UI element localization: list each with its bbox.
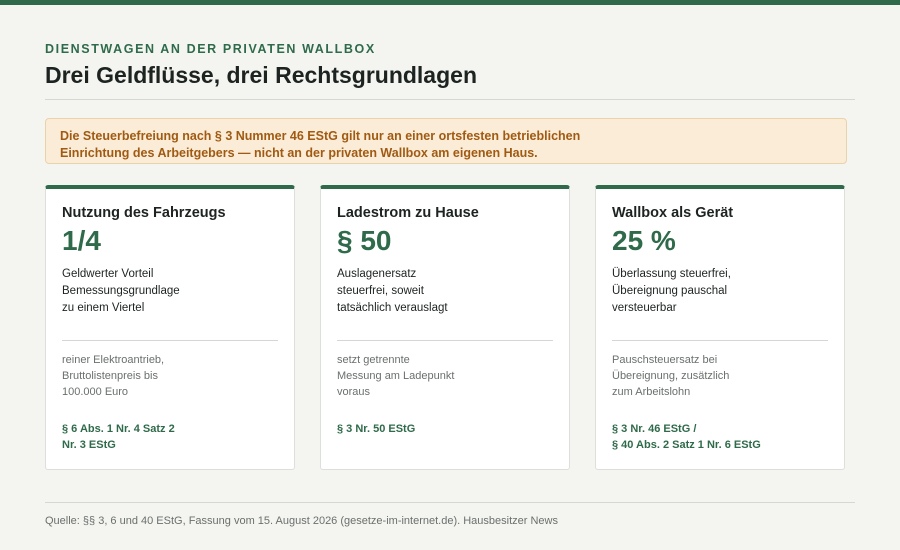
card-ladestrom: Ladestrom zu Hause § 50 Auslagenersatz s… [320, 185, 570, 470]
card-law-line: § 3 Nr. 46 EStG / [612, 423, 697, 435]
page-title: Drei Geldflüsse, drei Rechtsgrundlagen [45, 62, 477, 88]
card-note-line: 100.000 Euro [62, 386, 129, 398]
card-note: Pauschsteuersatz bei Übereignung, zusätz… [612, 352, 827, 400]
notice-text: Die Steuerbefreiung nach § 3 Nummer 46 E… [60, 128, 830, 162]
card-value: § 50 [337, 225, 392, 256]
card-law-line: § 40 Abs. 2 Satz 1 Nr. 6 EStG [612, 439, 761, 451]
card-description-line: Auslagenersatz [337, 268, 417, 280]
card-law-line: Nr. 3 EStG [62, 439, 116, 451]
card-value: 25 % [612, 225, 676, 256]
card-divider [337, 340, 553, 341]
card-note-line: Übereignung, zusätzlich [612, 370, 730, 382]
card-note: reiner Elektroantrieb, Bruttolistenpreis… [62, 352, 277, 400]
card-note-line: setzt getrennte [337, 354, 410, 366]
card-fahrzeugnutzung: Nutzung des Fahrzeugs 1/4 Geldwerter Vor… [45, 185, 295, 470]
notice-line: Die Steuerbefreiung nach § 3 Nummer 46 E… [60, 129, 581, 143]
card-note-line: Bruttolistenpreis bis [62, 370, 158, 382]
card-description-line: steuerfrei, soweit [337, 285, 424, 297]
card-law-line: § 6 Abs. 1 Nr. 4 Satz 2 [62, 423, 175, 435]
card-description-line: zu einem Viertel [62, 302, 145, 314]
card-description-line: Übereignung pauschal [612, 285, 728, 297]
card-note-line: Messung am Ladepunkt [337, 370, 455, 382]
card-description: Geldwerter Vorteil Bemessungsgrundlage z… [62, 266, 277, 317]
card-note: setzt getrennte Messung am Ladepunkt vor… [337, 352, 552, 400]
card-law-line: § 3 Nr. 50 EStG [337, 423, 416, 435]
card-value: 1/4 [62, 225, 101, 256]
card-wallbox: Wallbox als Gerät 25 % Überlassung steue… [595, 185, 845, 470]
footer-divider [45, 502, 855, 503]
card-title: Wallbox als Gerät [612, 205, 734, 221]
card-note-line: voraus [337, 386, 371, 398]
card-description: Überlassung steuerfrei, Übereignung paus… [612, 266, 827, 317]
card-title: Ladestrom zu Hause [337, 205, 479, 221]
card-description-line: Bemessungsgrundlage [62, 285, 180, 297]
notice-box: Die Steuerbefreiung nach § 3 Nummer 46 E… [45, 118, 847, 164]
card-note-line: zum Arbeitslohn [612, 386, 691, 398]
card-divider [62, 340, 278, 341]
header-divider [45, 99, 855, 100]
card-legal-reference: § 3 Nr. 50 EStG [337, 421, 552, 437]
top-accent-bar [0, 0, 900, 5]
kicker: DIENSTWAGEN AN DER PRIVATEN WALLBOX [45, 42, 376, 56]
notice-line: Einrichtung des Arbeitgebers — nicht an … [60, 146, 538, 160]
card-legal-reference: § 3 Nr. 46 EStG / § 40 Abs. 2 Satz 1 Nr.… [612, 421, 827, 453]
card-description-line: versteuerbar [612, 302, 677, 314]
card-note-line: Pauschsteuersatz bei [612, 354, 718, 366]
card-note-line: reiner Elektroantrieb, [62, 354, 165, 366]
card-title: Nutzung des Fahrzeugs [62, 205, 226, 221]
card-description-line: tatsächlich verauslagt [337, 302, 448, 314]
card-legal-reference: § 6 Abs. 1 Nr. 4 Satz 2 Nr. 3 EStG [62, 421, 277, 453]
source-note: Quelle: §§ 3, 6 und 40 EStG, Fassung vom… [45, 515, 558, 527]
card-description: Auslagenersatz steuerfrei, soweit tatsäc… [337, 266, 552, 317]
card-description-line: Geldwerter Vorteil [62, 268, 154, 280]
card-divider [612, 340, 828, 341]
card-description-line: Überlassung steuerfrei, [612, 268, 731, 280]
